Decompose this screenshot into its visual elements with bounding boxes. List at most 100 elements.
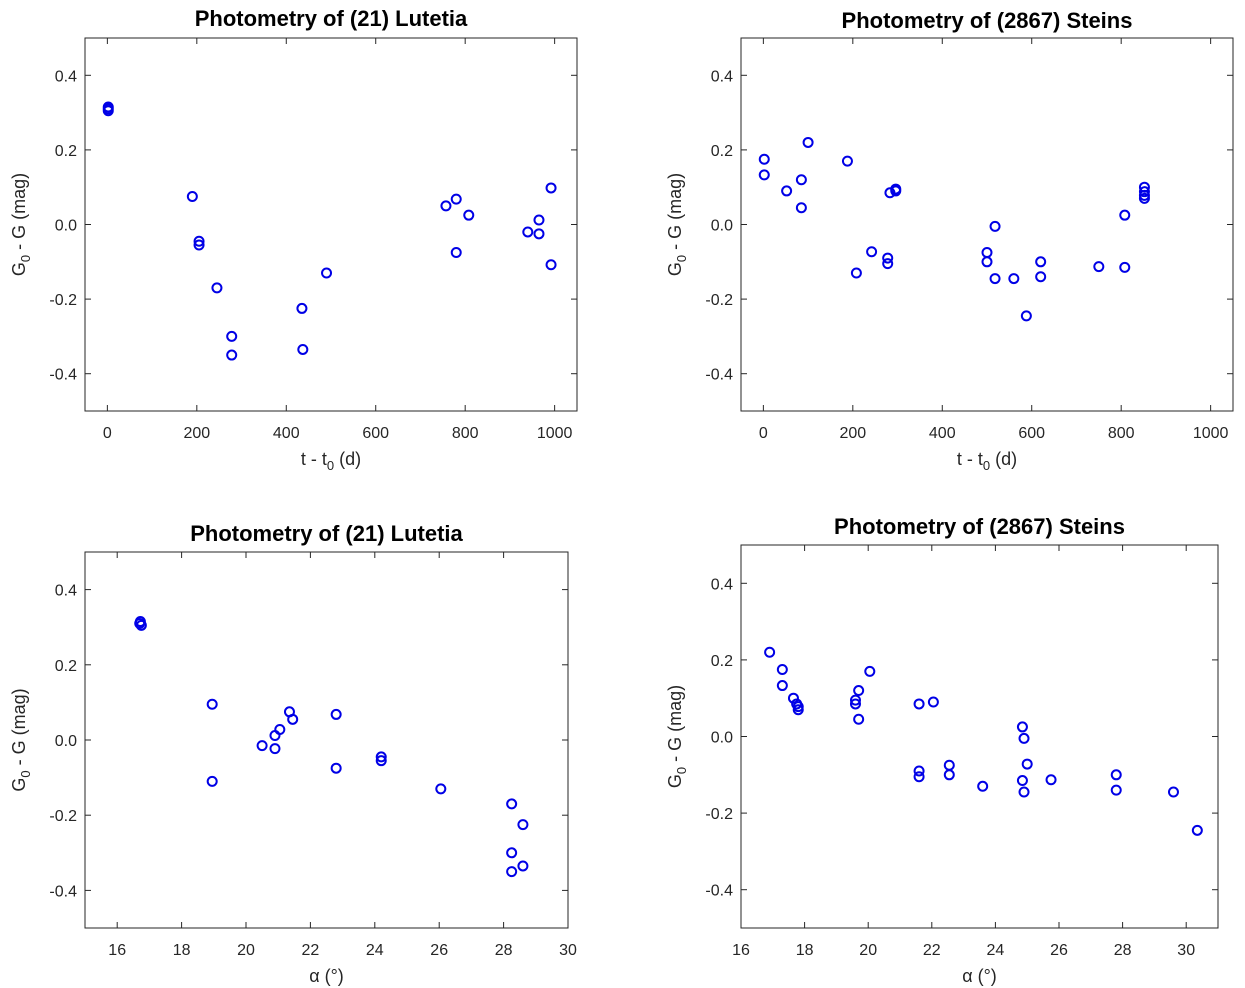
y-tick-label: 0.4 (55, 583, 77, 600)
y-tick-label: -0.4 (705, 883, 733, 900)
y-axis-label: G0 - G (mag) (665, 685, 689, 788)
x-axis-label: t - t0 (d) (957, 449, 1017, 473)
data-point (274, 723, 286, 735)
chart-title: Photometry of (21) Lutetia (195, 6, 468, 31)
data-point (269, 743, 281, 755)
x-tick-label: 400 (929, 425, 956, 442)
data-point (853, 713, 865, 725)
data-point (256, 740, 268, 752)
x-tick-label: 30 (559, 942, 577, 959)
x-tick-label: 16 (108, 942, 126, 959)
y-tick-label: 0.0 (55, 733, 77, 750)
data-point (226, 349, 238, 361)
y-axis-label: G0 - G (mag) (665, 173, 689, 276)
x-tick-label: 24 (366, 942, 384, 959)
data-point (882, 258, 894, 270)
data-point (864, 665, 876, 677)
y-tick-label: 0.4 (711, 576, 733, 593)
x-tick-label: 16 (732, 942, 750, 959)
data-point (506, 798, 518, 810)
data-point (1035, 256, 1047, 268)
data-point (506, 847, 518, 859)
data-point (102, 105, 114, 117)
data-point (517, 860, 529, 872)
data-point (927, 696, 939, 708)
data-point (1093, 261, 1105, 273)
x-tick-label: 400 (273, 425, 300, 442)
y-tick-label: -0.4 (49, 883, 77, 900)
y-tick-label: 0.2 (711, 653, 733, 670)
axes-box (84, 37, 578, 412)
data-point (913, 771, 925, 783)
data-point (375, 751, 387, 763)
data-point (506, 866, 518, 878)
data-point (1021, 758, 1033, 770)
data-point (435, 783, 447, 795)
data-point (206, 775, 218, 787)
data-point (913, 698, 925, 710)
data-point (1119, 209, 1131, 221)
data-point (375, 755, 387, 767)
data-point (1138, 192, 1150, 204)
x-tick-label: 1000 (1193, 425, 1229, 442)
data-point (1110, 769, 1122, 781)
y-tick-label: 0.0 (55, 218, 77, 235)
y-axis-label: G0 - G (mag) (9, 173, 33, 276)
x-tick-label: 24 (987, 942, 1005, 959)
data-point (1167, 786, 1179, 798)
data-point (269, 729, 281, 741)
x-tick-label: 1000 (537, 425, 573, 442)
x-tick-label: 0 (103, 425, 112, 442)
x-tick-label: 22 (923, 942, 941, 959)
data-point (296, 302, 308, 314)
y-tick-label: -0.2 (49, 292, 77, 309)
y-axis-label: G0 - G (mag) (9, 688, 33, 791)
data-point (943, 769, 955, 781)
x-tick-label: 30 (1177, 942, 1195, 959)
data-point (321, 267, 333, 279)
chart-title: Photometry of (2867) Steins (842, 8, 1133, 33)
x-tick-label: 800 (1108, 425, 1135, 442)
x-tick-label: 18 (796, 942, 814, 959)
y-tick-label: 0.0 (711, 218, 733, 235)
x-axis-label: α (°) (309, 966, 344, 986)
x-tick-label: 200 (183, 425, 210, 442)
data-point (764, 646, 776, 658)
data-point (450, 246, 462, 258)
data-point (882, 252, 894, 264)
y-tick-label: -0.2 (49, 808, 77, 825)
data-point (776, 680, 788, 692)
y-tick-label: -0.4 (49, 367, 77, 384)
data-point (206, 698, 218, 710)
data-point (866, 246, 878, 258)
data-point (1018, 786, 1030, 798)
data-point (102, 101, 114, 113)
data-point (522, 226, 534, 238)
data-point (977, 780, 989, 792)
x-axis-label: α (°) (962, 966, 997, 986)
data-point (193, 239, 205, 251)
data-point (802, 136, 814, 148)
data-point (849, 694, 861, 706)
data-point (792, 704, 804, 716)
chart-steins-phase: Photometry of (2867) Steins 16 18 20 22 24 26 2… (665, 514, 1219, 986)
data-point (1020, 310, 1032, 322)
data-point (781, 185, 793, 197)
y-tick-label: 0.2 (711, 143, 733, 160)
data-point (981, 256, 993, 268)
data-point (758, 169, 770, 181)
x-tick-label: 0 (759, 425, 768, 442)
x-axis-label: t - t0 (d) (301, 449, 361, 473)
data-point (211, 282, 223, 294)
axes-box (740, 37, 1234, 412)
data-point (1045, 774, 1057, 786)
data-point (1138, 186, 1150, 198)
data-point (1016, 775, 1028, 787)
axes-box (740, 544, 1219, 929)
axes-box (84, 551, 569, 929)
data-point (989, 273, 1001, 285)
data-point (287, 713, 299, 725)
data-point (853, 685, 865, 697)
data-point (135, 619, 147, 631)
